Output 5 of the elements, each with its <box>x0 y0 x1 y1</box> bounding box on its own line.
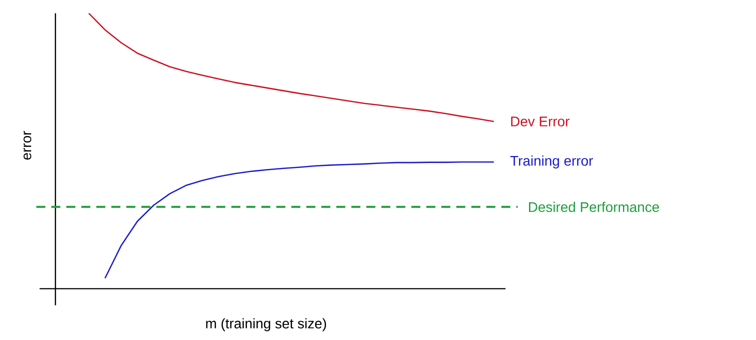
ref-line-label: Desired Performance <box>528 202 659 212</box>
series-label: Training error <box>510 156 593 169</box>
x-axis-title: m (training set size) <box>206 318 326 332</box>
series-label: Dev Error <box>511 116 570 126</box>
y-axis-title: error <box>24 130 32 160</box>
